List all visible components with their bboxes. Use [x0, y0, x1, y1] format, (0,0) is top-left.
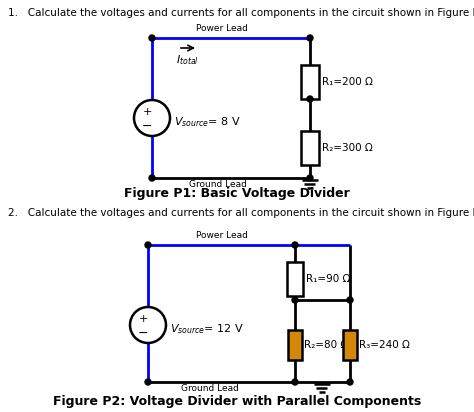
Text: R₁=200 Ω: R₁=200 Ω	[322, 77, 373, 87]
Text: R₁=90 Ω: R₁=90 Ω	[306, 274, 350, 284]
Text: R₂=300 Ω: R₂=300 Ω	[322, 143, 373, 153]
Circle shape	[307, 96, 313, 102]
Text: $V_{source}$= 8 V: $V_{source}$= 8 V	[174, 115, 241, 129]
Circle shape	[307, 175, 313, 181]
Circle shape	[347, 379, 353, 385]
Circle shape	[149, 35, 155, 41]
Circle shape	[145, 379, 151, 385]
Text: Ground Lead: Ground Lead	[189, 180, 247, 189]
Bar	[287, 262, 303, 296]
Text: +: +	[138, 314, 148, 324]
Bar	[301, 131, 319, 165]
Text: −: −	[138, 326, 148, 339]
Text: R₃=240 Ω: R₃=240 Ω	[359, 340, 410, 350]
Text: Figure P2: Voltage Divider with Parallel Components: Figure P2: Voltage Divider with Parallel…	[53, 395, 421, 408]
Text: Power Lead: Power Lead	[196, 24, 248, 33]
Text: $V_{source}$= 12 V: $V_{source}$= 12 V	[170, 322, 244, 336]
Bar	[343, 330, 357, 360]
Text: −: −	[142, 119, 152, 133]
Text: Power Lead: Power Lead	[196, 231, 248, 240]
Text: Ground Lead: Ground Lead	[181, 384, 239, 393]
Circle shape	[145, 242, 151, 248]
Text: Figure P1: Basic Voltage Divider: Figure P1: Basic Voltage Divider	[124, 187, 350, 200]
Circle shape	[347, 297, 353, 303]
Circle shape	[307, 35, 313, 41]
Circle shape	[292, 242, 298, 248]
Text: +: +	[142, 107, 152, 117]
Bar	[288, 330, 302, 360]
Circle shape	[292, 379, 298, 385]
Text: 2.   Calculate the voltages and currents for all components in the circuit shown: 2. Calculate the voltages and currents f…	[8, 208, 474, 218]
Text: $I_{total}$: $I_{total}$	[176, 53, 200, 67]
Text: 1.   Calculate the voltages and currents for all components in the circuit shown: 1. Calculate the voltages and currents f…	[8, 8, 474, 18]
Circle shape	[292, 297, 298, 303]
Text: R₂=80 Ω: R₂=80 Ω	[304, 340, 348, 350]
Bar	[301, 65, 319, 99]
Circle shape	[149, 175, 155, 181]
